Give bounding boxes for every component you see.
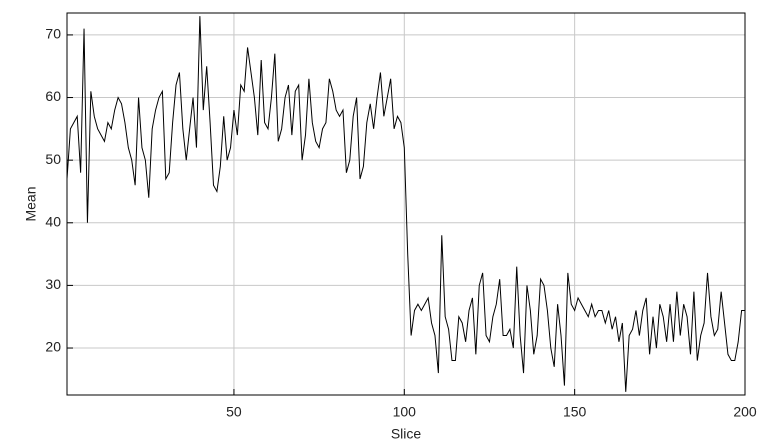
y-tick-label: 60 [45,88,61,104]
plot-frame [66,12,746,396]
y-tick-label: 30 [45,276,61,292]
x-tick-label: 150 [563,404,587,420]
y-axis-label: Mean [23,186,39,221]
y-tick-label: 40 [45,213,61,229]
y-tick-label: 70 [45,26,61,42]
y-tick-label: 50 [45,151,61,167]
x-tick-label: 200 [733,404,757,420]
x-axis-label: Slice [391,426,422,442]
x-tick-label: 50 [226,404,242,420]
x-tick-label: 100 [393,404,417,420]
y-tick-label: 20 [45,339,61,355]
data-line [66,16,745,392]
